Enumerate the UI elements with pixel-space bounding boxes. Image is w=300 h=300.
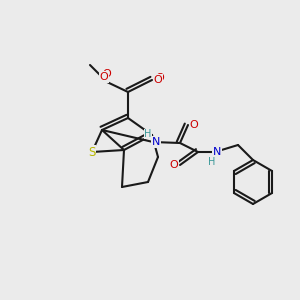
Text: H: H [208,157,216,167]
Text: S: S [88,146,96,158]
Text: O: O [156,73,164,83]
Text: O: O [190,120,198,130]
Text: H: H [144,129,152,139]
Text: N: N [213,147,221,157]
Text: N: N [152,137,160,147]
Text: O: O [103,69,111,79]
Text: O: O [169,160,178,170]
Text: O: O [100,72,108,82]
Text: O: O [154,75,162,85]
